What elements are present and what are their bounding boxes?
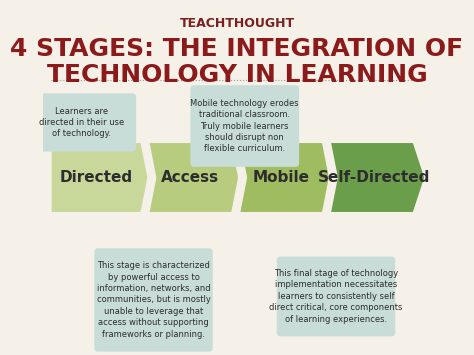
Text: Mobile: Mobile xyxy=(253,170,310,185)
Text: Access: Access xyxy=(161,170,219,185)
Polygon shape xyxy=(148,142,239,213)
Polygon shape xyxy=(239,142,330,213)
Text: Directed: Directed xyxy=(59,170,133,185)
Text: This final stage of technology
implementation necessitates
learners to consisten: This final stage of technology implement… xyxy=(269,269,403,324)
Text: Learners are
directed in their use
of technology.: Learners are directed in their use of te… xyxy=(39,106,124,138)
FancyBboxPatch shape xyxy=(27,93,136,152)
FancyBboxPatch shape xyxy=(277,256,395,337)
FancyBboxPatch shape xyxy=(94,248,213,351)
Text: 4 STAGES: THE INTEGRATION OF
TECHNOLOGY IN LEARNING: 4 STAGES: THE INTEGRATION OF TECHNOLOGY … xyxy=(10,37,464,87)
Polygon shape xyxy=(51,142,148,213)
FancyBboxPatch shape xyxy=(191,85,299,167)
Text: Mobile technology erodes
traditional classroom.
Truly mobile learners
should dis: Mobile technology erodes traditional cla… xyxy=(191,99,299,153)
Text: Self-Directed: Self-Directed xyxy=(318,170,430,185)
Text: This stage is characterized
by powerful access to
information, networks, and
com: This stage is characterized by powerful … xyxy=(97,261,210,339)
Polygon shape xyxy=(330,142,425,213)
Text: TEACHTHOUGHT: TEACHTHOUGHT xyxy=(180,17,294,29)
